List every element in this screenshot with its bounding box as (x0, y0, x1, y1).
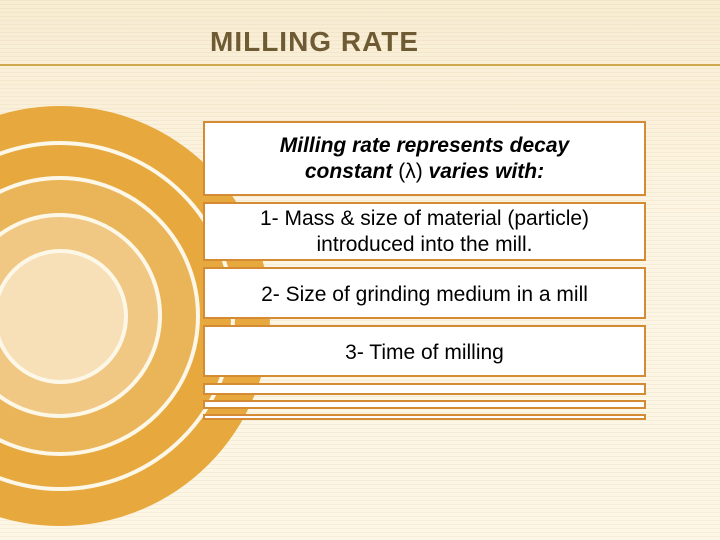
header-line2-prefix: constant (305, 160, 398, 183)
item1-line2: introduced into the mill. (317, 232, 533, 257)
header-lambda: (λ) (398, 160, 423, 183)
item2-line1: 2- Size of grinding medium in a mill (261, 282, 588, 307)
tail-bar (203, 383, 646, 395)
list-item: 2- Size of grinding medium in a mill (203, 267, 646, 319)
slide: MILLING RATE Milling rate represents dec… (0, 0, 720, 540)
tail-bar (203, 414, 646, 420)
content-panel: Milling rate represents decay constant (… (203, 121, 646, 425)
header-line1: Milling rate represents decay (280, 134, 569, 157)
item3-line1: 3- Time of milling (345, 340, 504, 365)
list-item: 1- Mass & size of material (particle) in… (203, 202, 646, 261)
header-line2-suffix: varies with: (423, 160, 544, 183)
tail-bar (203, 400, 646, 409)
item1-line1: 1- Mass & size of material (particle) (260, 206, 589, 231)
title-underline (0, 64, 720, 66)
page-title: MILLING RATE (210, 26, 419, 58)
list-item: 3- Time of milling (203, 325, 646, 377)
panel-header: Milling rate represents decay constant (… (203, 121, 646, 196)
